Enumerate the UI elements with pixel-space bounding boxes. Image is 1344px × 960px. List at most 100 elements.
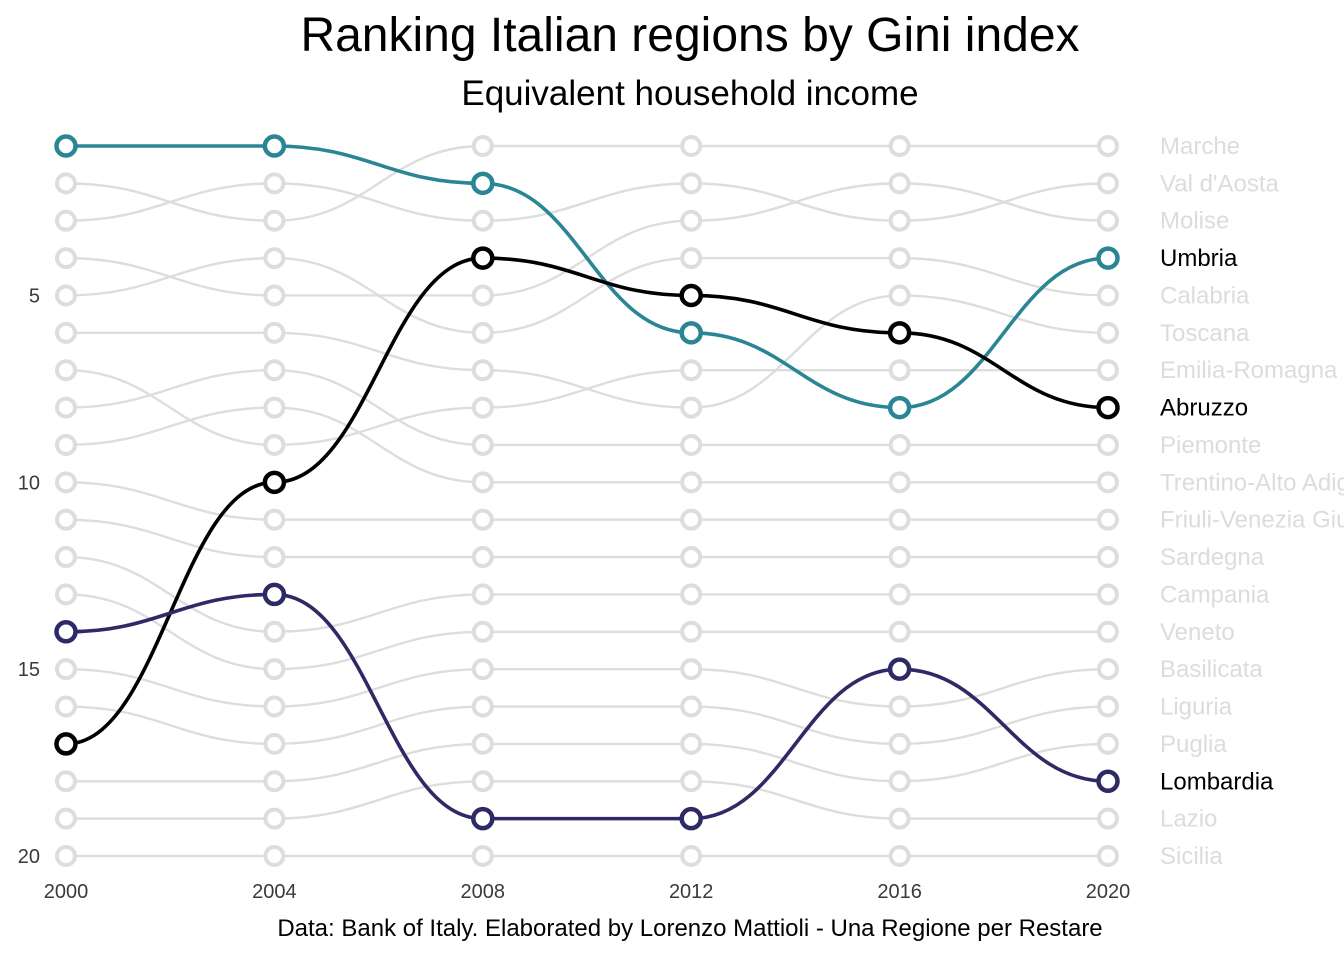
region-label: Veneto	[1160, 619, 1235, 646]
background-point	[263, 433, 286, 456]
background-point	[471, 471, 494, 494]
background-point	[55, 807, 77, 830]
background-point	[680, 508, 703, 531]
background-point	[888, 209, 911, 232]
background-point	[1097, 695, 1119, 718]
bump-chart: 5 10 15 20 2000 2004 2008 2012 2016 2020 Marche V…	[18, 133, 1344, 900]
background-point	[55, 546, 77, 569]
background-points	[55, 135, 1119, 867]
background-point	[1097, 732, 1119, 755]
background-point	[680, 658, 703, 681]
region-label: Lazio	[1160, 806, 1217, 833]
background-lines	[65, 144, 1109, 858]
background-point	[55, 845, 77, 867]
background-point	[888, 732, 911, 755]
background-point	[55, 695, 77, 718]
background-series-line	[65, 481, 1108, 521]
background-point	[263, 247, 286, 270]
background-point	[471, 135, 494, 157]
region-label: Emilia-Romagna	[1160, 357, 1338, 384]
region-label: Friuli-Venezia Giulia	[1160, 507, 1344, 534]
end-labels: Marche Val d'Aosta Molise Umbria Calabria Tos…	[1160, 133, 1344, 870]
chart-subtitle: Equivalent household income	[461, 74, 919, 113]
series-point-umbria	[1096, 246, 1120, 270]
background-point	[263, 284, 286, 307]
y-tick-label: 10	[18, 472, 40, 494]
background-point	[55, 284, 77, 307]
background-series-line	[65, 144, 1108, 222]
background-point	[471, 209, 494, 232]
background-point	[680, 209, 703, 232]
background-point	[55, 209, 77, 232]
background-series-line	[65, 518, 1108, 559]
background-point	[888, 807, 911, 830]
background-point	[888, 471, 911, 494]
background-point	[1097, 209, 1119, 232]
region-label: Umbria	[1160, 245, 1238, 272]
region-label: Liguria	[1160, 694, 1233, 721]
background-point	[1097, 508, 1119, 531]
background-point	[680, 359, 703, 382]
x-tick-label: 2020	[1086, 881, 1131, 900]
background-point	[55, 658, 77, 681]
background-point	[1097, 284, 1119, 307]
background-series-line	[65, 555, 1108, 633]
background-point	[1097, 620, 1119, 643]
background-point	[55, 433, 77, 456]
background-point	[1097, 135, 1119, 157]
background-point	[680, 732, 703, 755]
chart-caption: Data: Bank of Italy. Elaborated by Loren…	[277, 915, 1103, 942]
region-label: Calabria	[1160, 282, 1250, 309]
background-series-line	[65, 369, 1108, 447]
chart-title: Ranking Italian regions by Gini index	[300, 9, 1080, 62]
highlight-points	[54, 134, 1120, 831]
background-point	[55, 471, 77, 494]
region-label: Sicilia	[1160, 843, 1223, 870]
background-point	[680, 471, 703, 494]
background-series-line	[65, 256, 1109, 335]
background-point	[55, 321, 77, 344]
series-point-umbria	[262, 134, 287, 158]
y-tick-label: 5	[29, 285, 40, 307]
background-point	[263, 321, 286, 344]
background-point	[263, 359, 286, 382]
background-point	[680, 396, 703, 419]
x-tick-label: 2016	[877, 881, 922, 900]
background-point	[471, 321, 494, 344]
background-series-line	[65, 593, 1108, 671]
background-point	[1097, 845, 1119, 867]
background-series-line	[65, 294, 1109, 409]
background-point	[471, 620, 494, 643]
background-point	[471, 845, 494, 867]
region-label: Campania	[1160, 581, 1270, 608]
series-point-lombardia	[262, 582, 287, 607]
background-point	[680, 770, 703, 793]
background-point	[471, 508, 494, 531]
series-point-lombardia	[679, 806, 703, 831]
background-series-line	[65, 182, 1109, 222]
background-point	[263, 770, 286, 793]
series-point-abruzzo	[887, 321, 912, 345]
background-point	[1097, 583, 1119, 606]
background-point	[680, 845, 703, 867]
background-point	[888, 172, 911, 195]
background-point	[680, 433, 703, 456]
background-point	[471, 583, 494, 606]
background-point	[680, 172, 703, 195]
series-point-umbria	[679, 321, 703, 345]
background-point	[55, 359, 77, 382]
background-point	[263, 396, 286, 419]
series-point-abruzzo	[54, 732, 78, 756]
series-point-abruzzo	[262, 470, 287, 495]
region-label: Piemonte	[1160, 432, 1261, 459]
background-point	[471, 732, 494, 755]
y-axis: 5 10 15 20	[18, 285, 40, 868]
background-point	[680, 620, 703, 643]
background-series-line	[66, 742, 1109, 783]
background-point	[888, 508, 911, 531]
series-point-umbria	[54, 134, 78, 158]
background-point	[471, 546, 494, 569]
x-tick-label: 2004	[252, 881, 297, 900]
background-series-line	[65, 705, 1109, 746]
series-point-lombardia	[54, 620, 78, 644]
